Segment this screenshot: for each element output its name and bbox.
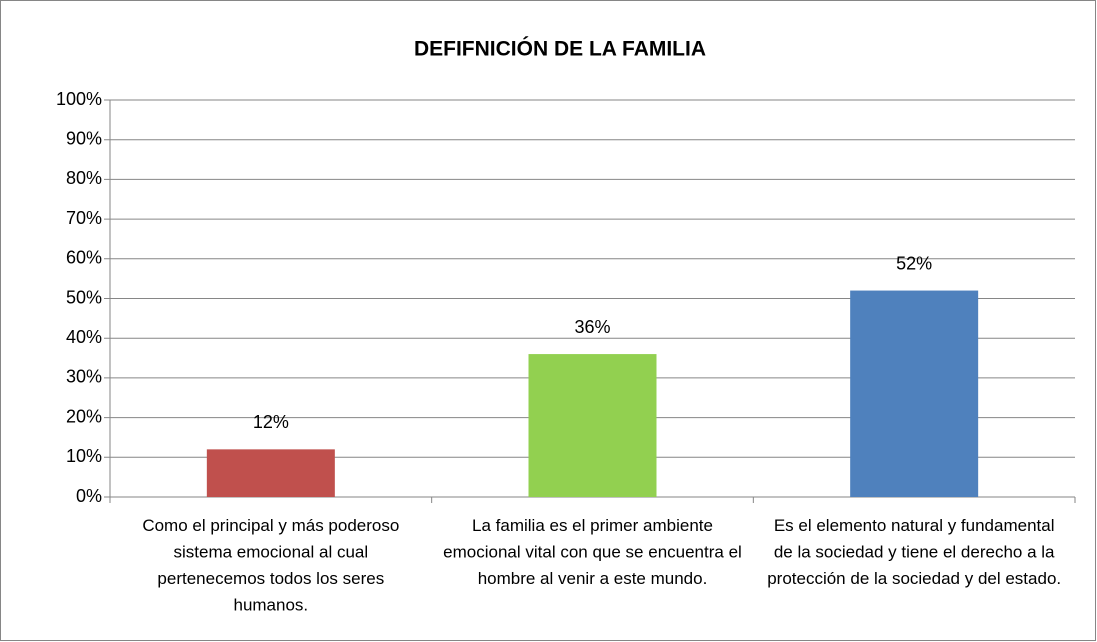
y-tick-label: 30%: [66, 367, 102, 387]
y-tick-label: 80%: [66, 168, 102, 188]
y-tick-label: 20%: [66, 406, 102, 426]
y-tick-label: 100%: [56, 89, 102, 109]
data-label: 52%: [896, 253, 932, 273]
bar: [206, 449, 335, 497]
y-tick-label: 60%: [66, 248, 102, 268]
y-tick-label: 70%: [66, 208, 102, 228]
y-tick-label: 0%: [76, 486, 102, 506]
x-tick-label: Como el principal y más poderoso sistema …: [142, 516, 399, 615]
x-tick-label: La familia es el primer ambiente emociona…: [443, 516, 742, 588]
bar: [528, 354, 657, 497]
data-label: 36%: [574, 317, 610, 337]
y-tick-label: 10%: [66, 446, 102, 466]
y-tick-label: 50%: [66, 287, 102, 307]
x-tick-label: Es el elemento natural y fundamental de l…: [767, 516, 1061, 588]
bar: [850, 290, 979, 497]
chart-title: DEFIFNICIÓN DE LA FAMILIA: [414, 37, 706, 61]
y-tick-label: 40%: [66, 327, 102, 347]
y-tick-label: 90%: [66, 128, 102, 148]
data-label: 12%: [253, 412, 289, 432]
